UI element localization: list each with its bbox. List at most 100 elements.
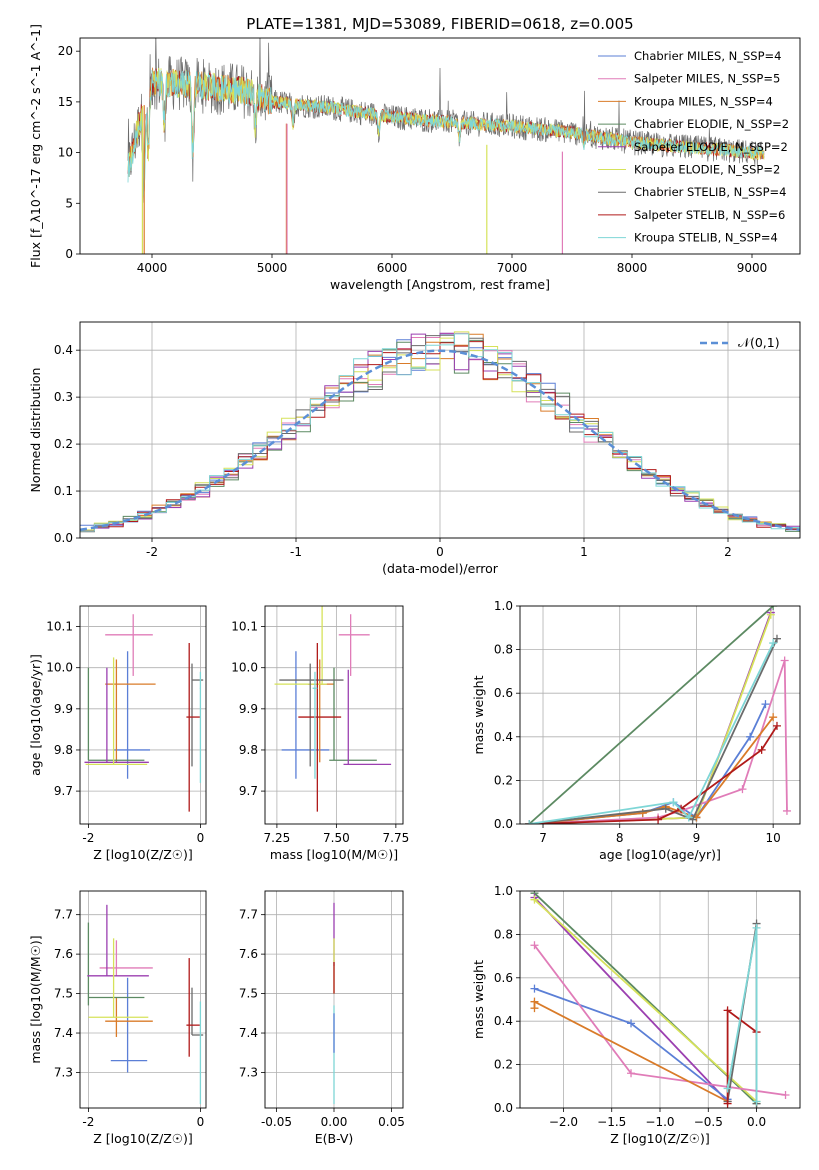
y-tick-label: 7.6 bbox=[54, 947, 73, 961]
weight-marker-chabrier_miles bbox=[761, 700, 770, 709]
y-tick-label: 10.0 bbox=[46, 661, 73, 675]
y-axis-label: Flux [f_λ10^-17 erg cm^-2 s^-1 A^-1] bbox=[28, 24, 43, 268]
y-tick-label: 9.7 bbox=[54, 784, 73, 798]
y-tick-label: 7.5 bbox=[54, 987, 73, 1001]
y-tick-label: 7.5 bbox=[239, 987, 258, 1001]
plot-area-weight_vs_Z bbox=[530, 891, 790, 1108]
weight-marker-salpeter_stelib bbox=[757, 745, 766, 754]
x-tick-label: −1.0 bbox=[645, 1115, 674, 1129]
plot-area-spectrum bbox=[127, 38, 765, 254]
spectrum-model-line-kroupa_stelib bbox=[127, 69, 765, 196]
y-tick-label: 0.4 bbox=[54, 343, 73, 357]
y-tick-label: 0.2 bbox=[494, 1058, 513, 1072]
y-axis-label: mass weight bbox=[471, 960, 486, 1039]
axes-frame bbox=[79, 890, 207, 1109]
y-tick-label: 9.9 bbox=[54, 702, 73, 716]
panel-mass_vs_ebv: -0.05 0.00 0.05 7.3 7.4 7.5 7.6 7.7 E(B-V) bbox=[239, 890, 405, 1146]
weight-marker-kroupa_stelib bbox=[669, 798, 678, 807]
weight-marker-chabrier_miles bbox=[530, 984, 539, 993]
weight-line-kroupa_elodie bbox=[533, 899, 758, 1103]
weight-marker-salpeter_miles bbox=[782, 806, 791, 815]
weight-marker-salpeter_miles bbox=[780, 656, 789, 665]
y-tick-label: 0.0 bbox=[54, 531, 73, 545]
weight-marker-chabrier_miles bbox=[627, 1019, 636, 1028]
weight-marker-chabrier_miles bbox=[746, 732, 755, 741]
weight-marker-chabrier_stelib bbox=[661, 804, 670, 813]
x-tick-label: 0 bbox=[197, 831, 205, 845]
x-axis-label: Z [log10(Z/Z☉)] bbox=[93, 847, 193, 862]
weight-line-kroupa_stelib bbox=[529, 642, 775, 824]
x-axis-label: wavelength [Angstrom, rest frame] bbox=[330, 277, 550, 292]
y-tick-label: 7.7 bbox=[54, 908, 73, 922]
weight-marker-kroupa_stelib bbox=[769, 639, 778, 648]
axes-frame bbox=[264, 605, 404, 825]
legend-label: Kroupa MILES, N_SSP=4 bbox=[634, 94, 773, 108]
y-tick-label: 9.8 bbox=[54, 743, 73, 757]
y-axis-label: mass weight bbox=[471, 675, 486, 754]
weight-marker-salpeter_miles bbox=[627, 1069, 636, 1078]
x-axis-label: mass [log10(M/M☉)] bbox=[270, 847, 398, 862]
x-tick-label: 8000 bbox=[617, 261, 648, 275]
weight-marker-chabrier_stelib bbox=[772, 634, 781, 643]
legend-label: Chabrier MILES, N_SSP=4 bbox=[634, 49, 781, 63]
panel-weight_vs_age: 7 8 9 10 0.0 0.2 0.4 0.6 0.8 1.0 age [log10(age/yr… bbox=[471, 599, 801, 862]
normal-curve bbox=[80, 349, 800, 532]
x-tick-label: 0.0 bbox=[747, 1115, 766, 1129]
axes-frame bbox=[519, 605, 801, 825]
y-tick-label: 0.0 bbox=[494, 1101, 513, 1115]
weight-marker-kroupa_stelib bbox=[723, 1084, 732, 1093]
legend-label: Chabrier STELIB, N_SSP=4 bbox=[634, 185, 786, 199]
axes-frame bbox=[79, 37, 801, 255]
y-tick-label: 9.7 bbox=[239, 784, 258, 798]
weight-marker-salpeter_stelib bbox=[654, 815, 663, 824]
x-tick-label: -2 bbox=[82, 831, 94, 845]
legend-label: 𝒩(0,1) bbox=[738, 335, 780, 350]
x-tick-label: −0.5 bbox=[694, 1115, 723, 1129]
x-axis-label: E(B-V) bbox=[315, 1131, 354, 1146]
weight-line-kroupa_miles bbox=[529, 716, 774, 824]
spectrum-legend: Chabrier MILES, N_SSP=4 Salpeter MILES, N… bbox=[598, 49, 789, 245]
x-tick-label: 4000 bbox=[137, 261, 168, 275]
panel-residuals: -2 -1 0 1 2 0.0 0.1 0.2 0.3 0.4 (data-model)/error… bbox=[28, 321, 801, 576]
weight-line-chabrier_stelib bbox=[529, 638, 778, 824]
y-tick-label: 0.8 bbox=[494, 927, 513, 941]
weight-line-salpeter_miles bbox=[529, 660, 788, 824]
y-tick-label: 20 bbox=[58, 44, 73, 58]
x-tick-label: −1.5 bbox=[597, 1115, 626, 1129]
x-axis-label: (data-model)/error bbox=[382, 561, 499, 576]
x-tick-label: 0.05 bbox=[378, 1115, 405, 1129]
x-axis-label: age [log10(age/yr)] bbox=[599, 847, 721, 862]
x-tick-label: 2 bbox=[724, 545, 732, 559]
y-tick-label: 9.9 bbox=[239, 702, 258, 716]
panel-age_vs_mass: 7.25 7.50 7.75 9.7 9.8 9.9 10.0 10.1 mass [log10… bbox=[231, 605, 409, 862]
panel-mass_vs_Z: -2 0 7.3 7.4 7.5 7.6 7.7 Z [log10(Z/Z☉)] mass [l… bbox=[28, 890, 207, 1146]
x-axis-label: Z [log10(Z/Z☉)] bbox=[93, 1131, 193, 1146]
panel-weight_vs_Z: −2.0 −1.5 −1.0 −0.5 0.0 0.0 0.2 0.4 0.6 0.8 1.0 Z [… bbox=[471, 884, 801, 1146]
y-tick-label: 1.0 bbox=[494, 599, 513, 613]
x-tick-label: 1 bbox=[580, 545, 588, 559]
x-tick-label: 10 bbox=[766, 831, 781, 845]
x-tick-label: 7.25 bbox=[264, 831, 291, 845]
legend-label: Kroupa STELIB, N_SSP=4 bbox=[634, 231, 778, 245]
x-tick-label: -1 bbox=[290, 545, 302, 559]
figure-title: PLATE=1381, MJD=53089, FIBERID=0618, z=0… bbox=[246, 15, 633, 33]
panel-age_vs_Z: -2 0 9.7 9.8 9.9 10.0 10.1 Z [log10(Z/Z☉)] age [… bbox=[28, 605, 207, 862]
legend-label: Salpeter STELIB, N_SSP=6 bbox=[634, 208, 785, 222]
plot-area-age_vs_mass bbox=[274, 606, 392, 812]
x-axis-label: Z [log10(Z/Z☉)] bbox=[610, 1131, 710, 1146]
y-tick-label: 0.3 bbox=[54, 390, 73, 404]
plot-area-age_vs_Z bbox=[84, 614, 204, 812]
plot-area-weight_vs_age bbox=[525, 606, 791, 824]
x-tick-label: -2 bbox=[146, 545, 158, 559]
axes-frame bbox=[79, 605, 207, 825]
y-tick-label: 7.4 bbox=[54, 1026, 73, 1040]
x-tick-label: 6000 bbox=[377, 261, 408, 275]
x-tick-label: −2.0 bbox=[549, 1115, 578, 1129]
weight-marker-kroupa_elodie bbox=[766, 610, 775, 619]
y-tick-label: 0.4 bbox=[494, 730, 513, 744]
weight-marker-chabrier_elodie bbox=[769, 606, 778, 610]
y-tick-label: 0.2 bbox=[54, 437, 73, 451]
x-tick-label: -2 bbox=[82, 1115, 94, 1129]
y-tick-label: 9.8 bbox=[239, 743, 258, 757]
weight-marker-salpeter_miles bbox=[530, 941, 539, 950]
